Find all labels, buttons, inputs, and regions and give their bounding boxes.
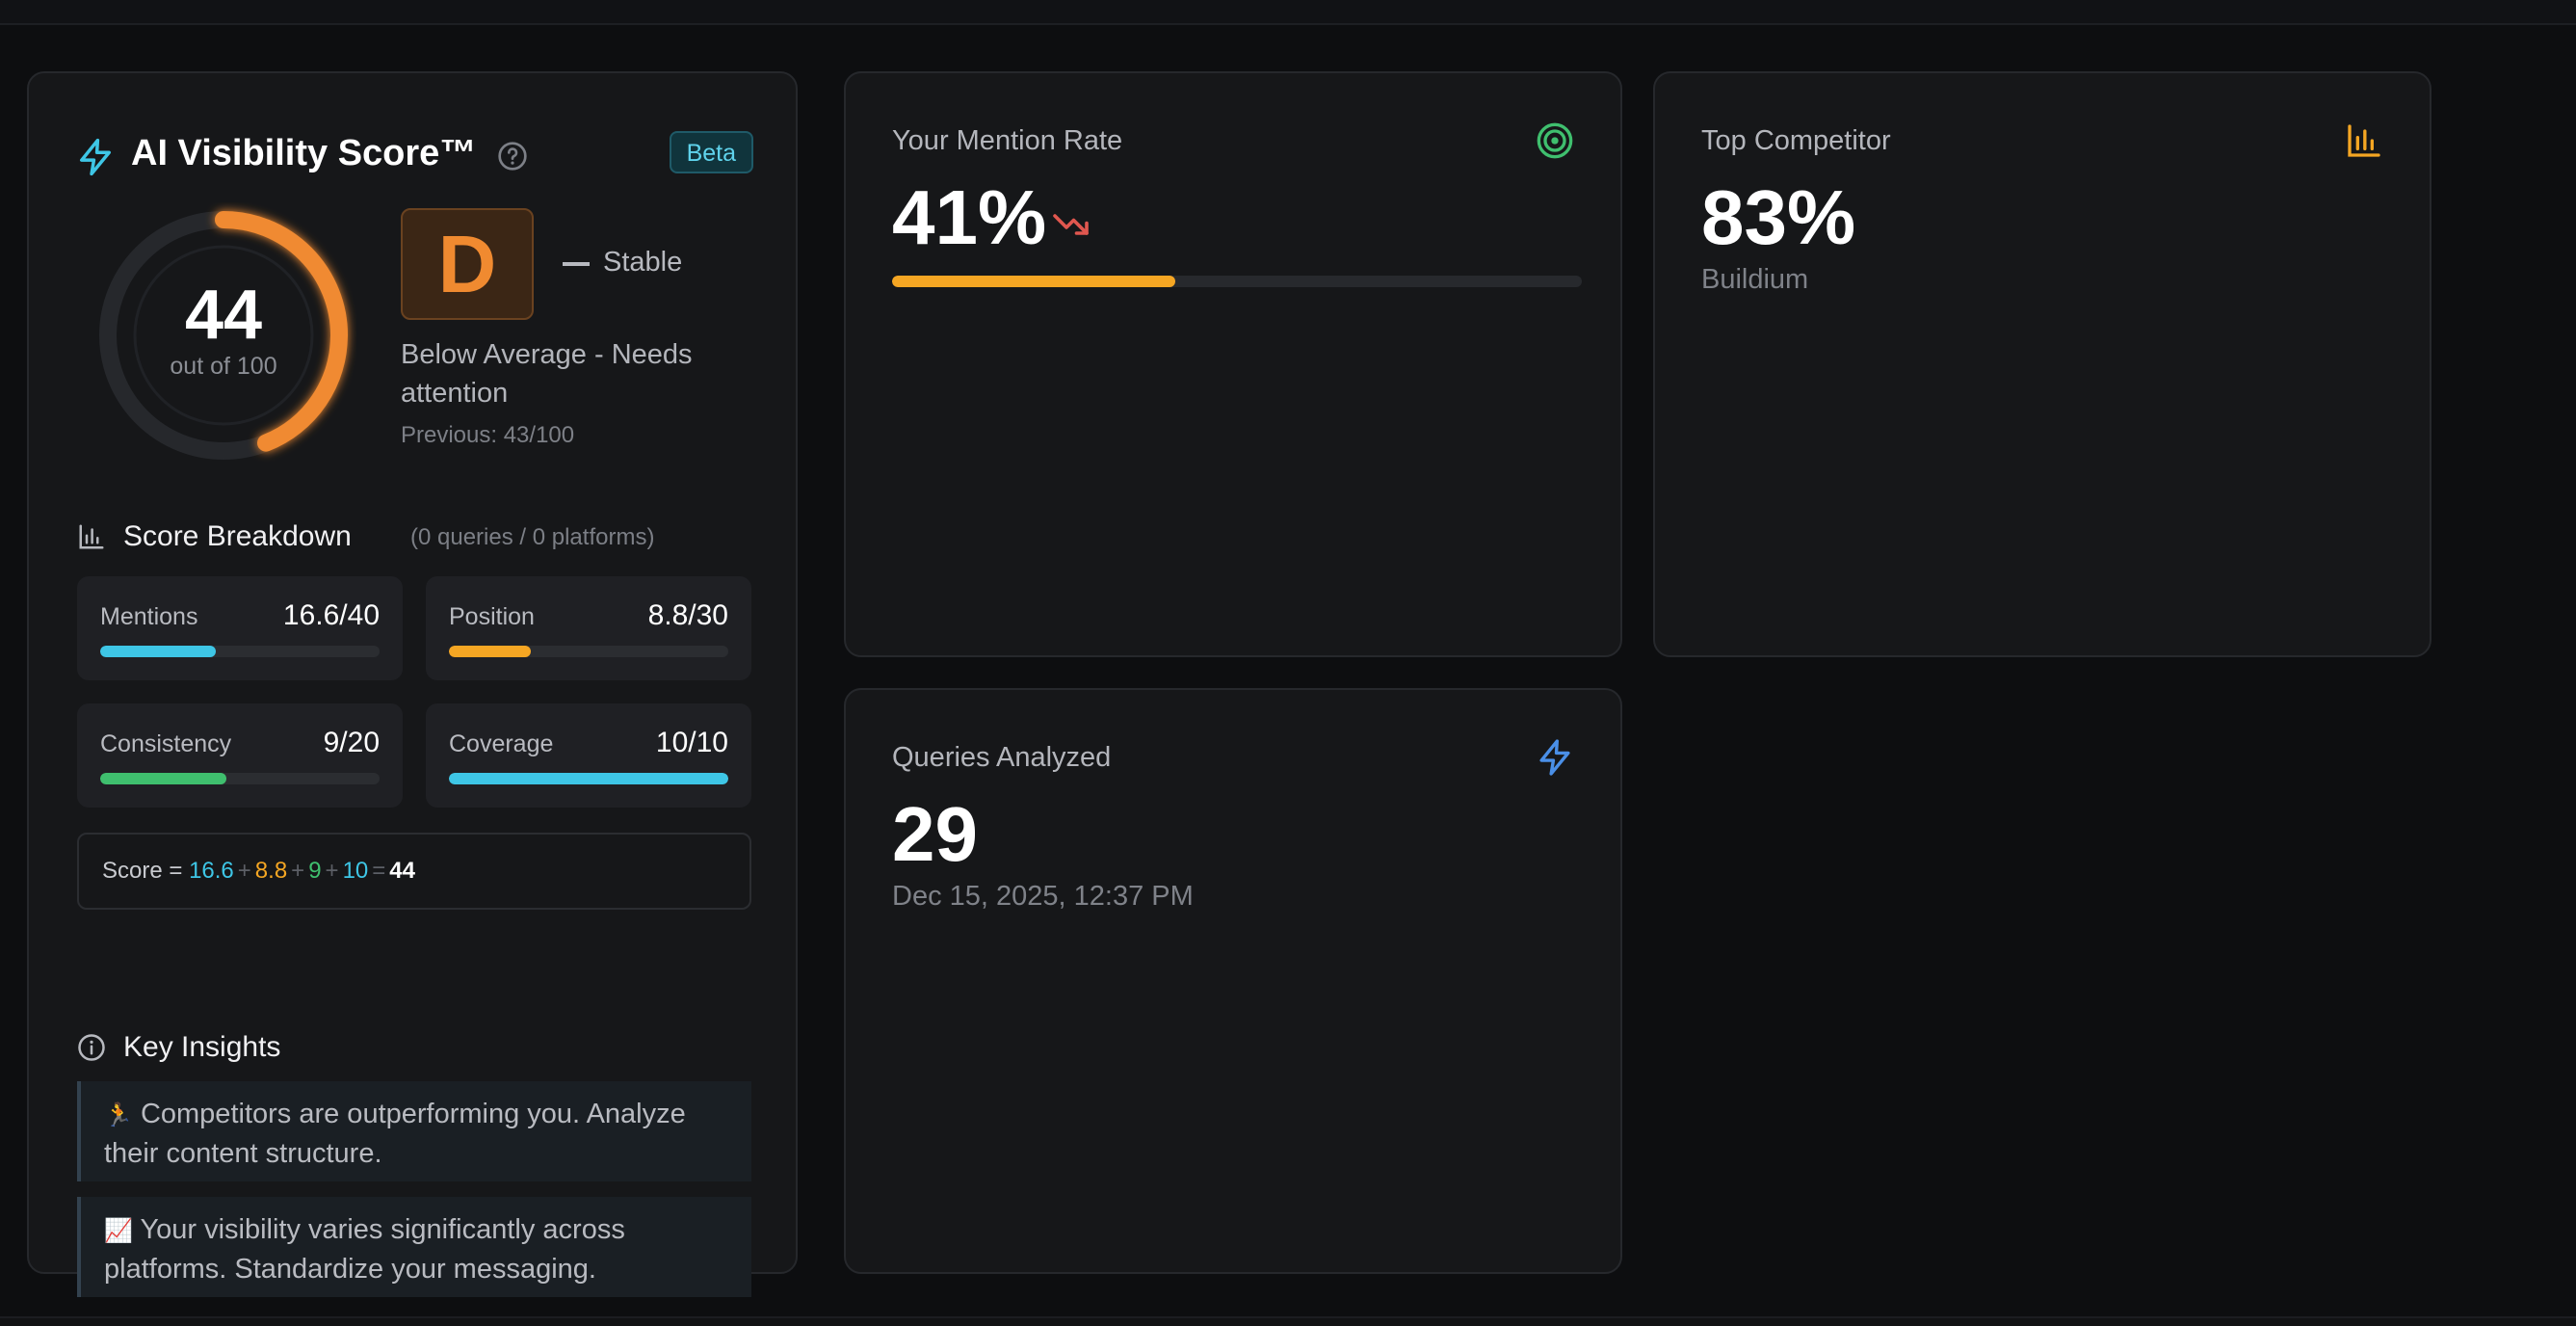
formula-term: 16.6 — [189, 858, 234, 884]
top-competitor-label: Top Competitor — [1701, 125, 1891, 156]
score-breakdown-title: Score Breakdown — [123, 520, 352, 552]
score-breakdown-header: Score Breakdown (0 queries / 0 platforms… — [77, 518, 751, 561]
trend-label: Stable — [603, 247, 683, 278]
metric-fill — [449, 773, 728, 784]
metric-fill — [449, 646, 531, 657]
metric-consistency: Consistency 9/20 — [77, 703, 403, 808]
score-out-of: out of 100 — [170, 353, 277, 380]
score-gauge — [99, 211, 348, 460]
ai-visibility-score-card: AI Visibility Score™ Beta 44 out of 100 … — [27, 71, 798, 1297]
metric-value: 16.6/40 — [282, 599, 380, 631]
formula-plus: + — [291, 858, 305, 884]
trend-dash-icon — [563, 262, 590, 266]
insight-text: Competitors are outperforming you. Analy… — [104, 1099, 686, 1169]
queries-analyzed-label: Queries Analyzed — [892, 742, 1112, 773]
chart-up-emoji-icon: 📈 — [104, 1217, 133, 1244]
top-competitor-value: 83% — [1701, 174, 1856, 260]
formula-term: 8.8 — [254, 858, 288, 884]
metric-position: Position 8.8/30 — [426, 576, 751, 680]
bar-chart-icon — [79, 524, 104, 549]
metric-value: 10/10 — [655, 727, 728, 758]
formula-prefix: Score = — [102, 858, 183, 884]
metric-label: Coverage — [449, 730, 554, 757]
score-formula: Score = 16.6 +8.8 +9 +10 = 44 — [77, 833, 751, 910]
metric-coverage: Coverage 10/10 — [426, 703, 751, 808]
previous-score: Previous: 43/100 — [401, 422, 575, 448]
top-bar — [0, 0, 2576, 25]
trending-down-icon — [1053, 214, 1089, 235]
top-competitor-name: Buildium — [1701, 264, 1809, 295]
queries-analyzed-card: Queries Analyzed 29 Dec 15, 2025, 12:37 … — [844, 688, 1622, 1274]
mention-rate-value: 41% — [892, 174, 1047, 260]
key-insights-header: Key Insights — [77, 1029, 751, 1072]
metric-label: Mentions — [100, 603, 198, 630]
metric-label: Position — [449, 603, 535, 630]
mention-rate-card: Your Mention Rate 41% — [844, 71, 1622, 657]
runner-emoji-icon: 🏃 — [104, 1101, 133, 1128]
score-value: 44 — [184, 277, 263, 354]
metric-track — [449, 646, 728, 657]
mention-rate-progress-track — [892, 276, 1582, 287]
metric-track — [100, 646, 380, 657]
score-card-header: AI Visibility Score™ Beta — [77, 125, 753, 183]
formula-equals: = — [372, 858, 386, 884]
bar-chart-icon — [2348, 124, 2380, 157]
help-icon[interactable] — [497, 141, 528, 172]
metric-track — [100, 773, 380, 784]
key-insights-title: Key Insights — [123, 1031, 281, 1063]
top-competitor-card: Top Competitor 83% Buildium — [1653, 71, 2431, 657]
mention-rate-progress-fill — [892, 276, 1175, 287]
bolt-icon — [80, 138, 111, 176]
metric-fill — [100, 773, 226, 784]
metric-value: 8.8/30 — [647, 599, 728, 631]
metric-mentions: Mentions 16.6/40 — [77, 576, 403, 680]
grade-description: Below Average - Needs attention — [401, 339, 693, 409]
formula-plus: + — [325, 858, 339, 884]
formula-plus: + — [237, 858, 251, 884]
formula-term: 10 — [342, 858, 369, 884]
queries-analyzed-timestamp: Dec 15, 2025, 12:37 PM — [892, 881, 1194, 912]
mention-rate-label: Your Mention Rate — [892, 125, 1123, 156]
bottom-edge — [0, 1316, 2576, 1326]
queries-analyzed-value: 29 — [892, 791, 978, 877]
insight-text: Your visibility varies significantly acr… — [104, 1214, 625, 1285]
metric-label: Consistency — [100, 730, 232, 757]
metric-fill — [100, 646, 217, 657]
formula-total: 44 — [389, 858, 415, 884]
target-icon — [1537, 122, 1573, 159]
insight-item: 🏃 Competitors are outperforming you. Ana… — [77, 1081, 751, 1181]
info-icon — [78, 1034, 105, 1061]
formula-term: 9 — [308, 858, 322, 884]
insight-item: 📈 Your visibility varies significantly a… — [77, 1197, 751, 1297]
gauge-inner-ring — [133, 245, 314, 426]
score-breakdown-subtitle: (0 queries / 0 platforms) — [410, 524, 655, 550]
grade-badge: D — [401, 208, 534, 320]
gauge-progress-arc — [99, 211, 348, 460]
bolt-icon — [1539, 739, 1570, 776]
score-card-title: AI Visibility Score™ — [131, 133, 477, 173]
metric-track — [449, 773, 728, 784]
beta-badge: Beta — [669, 131, 753, 173]
metric-value: 9/20 — [323, 727, 380, 758]
